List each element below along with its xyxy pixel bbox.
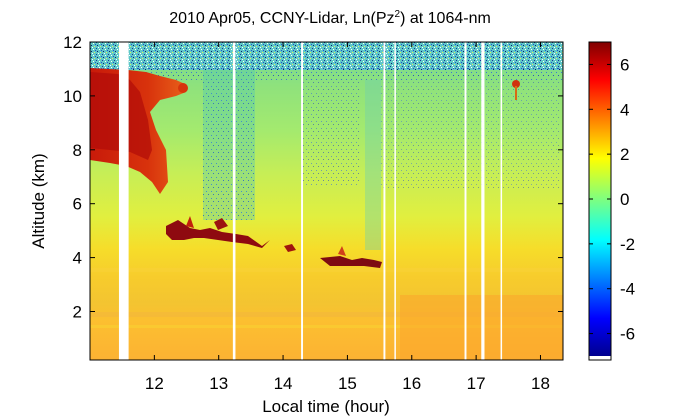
aerosol-band — [90, 268, 563, 272]
x-tick-label: 15 — [338, 374, 357, 393]
chart-title: 2010 Apr05, CCNY-Lidar, Ln(Pz2) at 1064-… — [169, 9, 491, 27]
noise-column — [365, 80, 381, 250]
plot-frame — [89, 41, 564, 361]
boundary-layer-top — [186, 216, 194, 228]
colorbar-ticks: 6 4 2 0 -2 -4 -6 — [589, 55, 635, 344]
plot-area — [90, 42, 563, 360]
data-gap — [383, 42, 386, 360]
colorbar-frame — [588, 41, 612, 361]
isolated-echo — [512, 80, 520, 88]
y-axis-label: Altitude (km) — [29, 153, 48, 248]
x-tick-label: 14 — [274, 374, 293, 393]
data-gaps — [118, 42, 503, 360]
data-gap — [464, 42, 467, 360]
boundary-layer-top — [338, 246, 346, 256]
y-tick-label: 10 — [63, 87, 82, 106]
data-gap — [232, 42, 236, 360]
noise-region — [90, 42, 563, 70]
y-tick-label: 6 — [73, 195, 82, 214]
noise-column — [203, 70, 255, 220]
data-gap — [118, 42, 129, 360]
y-tick-label: 4 — [73, 249, 82, 268]
x-tick-label: 16 — [402, 374, 421, 393]
x-tick-label: 12 — [145, 374, 164, 393]
y-axis: 2 4 6 8 10 12 — [63, 33, 563, 321]
y-tick-label: 8 — [73, 141, 82, 160]
x-tick-label: 13 — [209, 374, 228, 393]
y-tick-label: 2 — [73, 302, 82, 321]
isolated-echo — [515, 86, 517, 100]
data-gap — [481, 42, 485, 360]
noise-column — [203, 70, 255, 220]
colorbar-tick-label: -2 — [620, 235, 635, 254]
noise-column — [380, 70, 560, 190]
data-gap — [500, 42, 503, 360]
x-axis-label: Local time (hour) — [262, 397, 390, 416]
colorbar-tick-label: 4 — [620, 100, 629, 119]
cirrus-fragment — [178, 83, 188, 93]
boundary-layer-top — [166, 220, 270, 248]
data-gap — [301, 42, 304, 360]
colorbar-tick-label: 2 — [620, 145, 629, 164]
boundary-layer-top — [284, 244, 296, 252]
boundary-layer-top — [214, 218, 228, 230]
noise-column — [300, 75, 360, 185]
colorbar-tick-label: -6 — [620, 325, 635, 344]
x-tick-label: 17 — [467, 374, 486, 393]
aerosol-band — [90, 325, 563, 328]
colorbar-gradient — [589, 42, 611, 356]
aerosol-band — [90, 312, 563, 317]
y-tick-label: 12 — [63, 33, 82, 52]
colorbar-tick-label: 6 — [620, 55, 629, 74]
colorbar-tick-label: 0 — [620, 190, 629, 209]
x-tick-label: 18 — [531, 374, 550, 393]
x-axis: 12 13 14 15 16 17 18 — [145, 42, 550, 393]
boundary-layer-top — [320, 256, 382, 268]
data-gap — [394, 42, 396, 360]
colorbar-tick-label: -4 — [620, 280, 635, 299]
colorbar: 6 4 2 0 -2 -4 -6 — [588, 41, 635, 361]
